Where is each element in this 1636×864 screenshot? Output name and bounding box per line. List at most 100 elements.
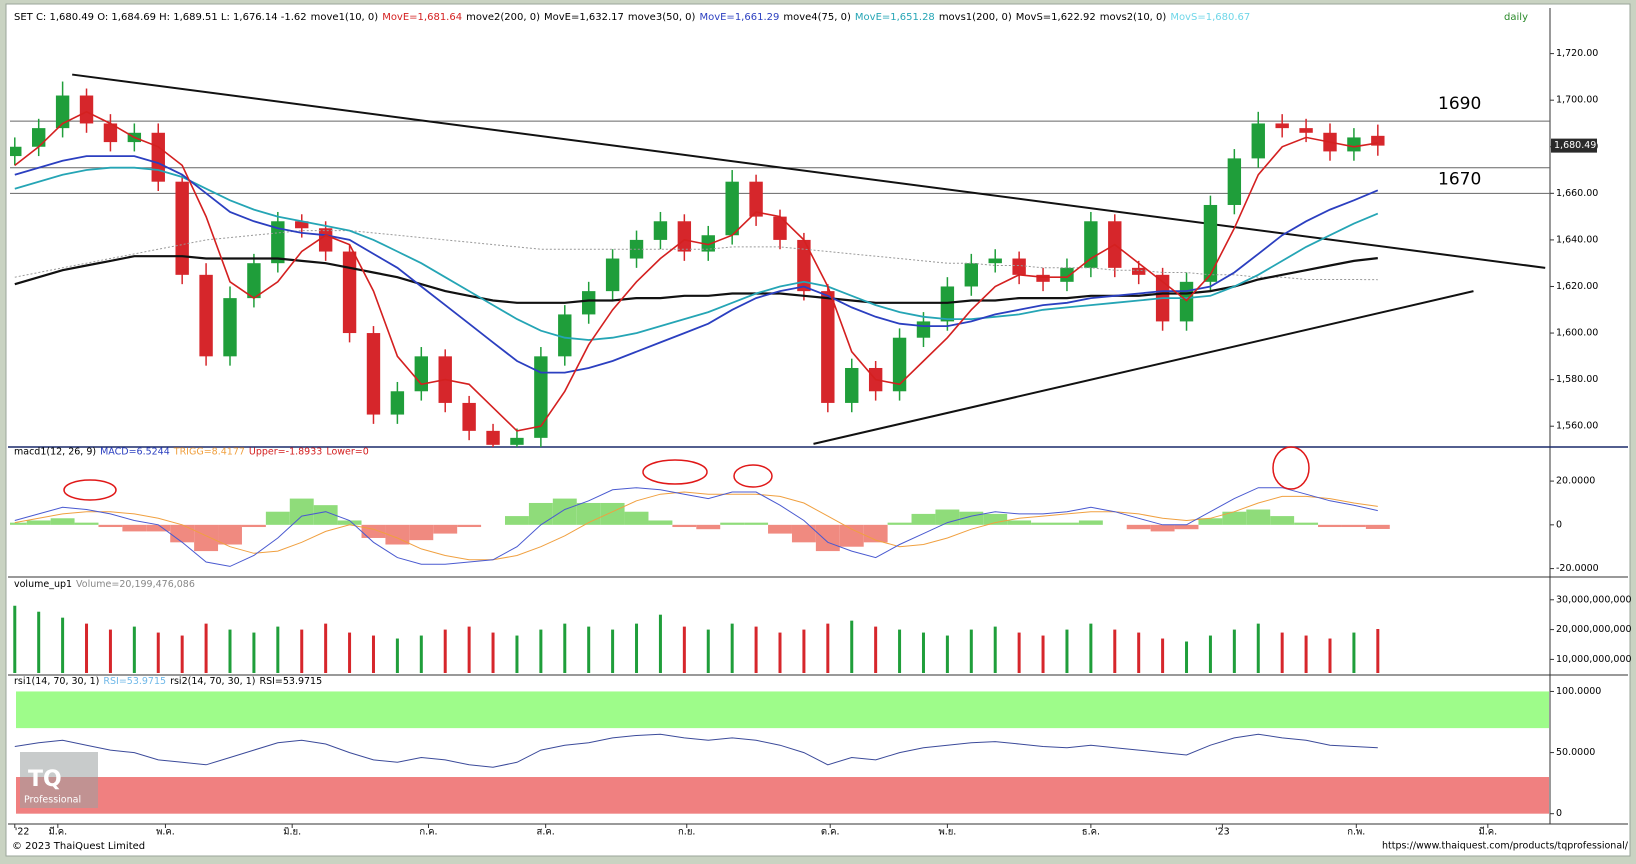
macd-histogram-bar: [1150, 524, 1175, 532]
candle-body: [821, 291, 835, 403]
volume-bar: [467, 626, 471, 673]
volume-bar: [1280, 632, 1284, 673]
x-tick-label: มิ.ย.: [283, 827, 301, 838]
rsi-band: [16, 691, 1549, 729]
x-tick-label: '22: [15, 827, 30, 838]
macd-histogram-bar: [1078, 520, 1103, 525]
volume-bar: [348, 632, 352, 673]
volume-bar: [419, 635, 423, 673]
macd-histogram-bar: [768, 524, 792, 534]
volume-bar: [611, 629, 615, 673]
macd-histogram-bar: [74, 522, 99, 525]
macd-histogram-bar: [648, 520, 673, 525]
macd-histogram-bar: [983, 513, 1008, 525]
moving-average: [14, 255, 1378, 304]
header-legend: SET C: 1,680.49 O: 1,684.69 H: 1,689.51 …: [14, 12, 1250, 23]
indicator-entry: Volume=20,199,476,086: [76, 579, 195, 590]
volume-bar: [945, 635, 949, 673]
x-tick-label: ธ.ค.: [1082, 827, 1100, 838]
volume-bar: [85, 623, 89, 673]
macd-histogram-bar: [744, 522, 769, 525]
candle-body: [1251, 123, 1265, 159]
candle-body: [318, 228, 333, 252]
legend-entry: MovE=1,681.64: [382, 12, 462, 23]
moving-average: [14, 155, 1379, 374]
highlight-circle: [1272, 446, 1310, 490]
candle-body: [486, 430, 500, 445]
macd-histogram-bar: [1365, 524, 1390, 529]
macd-histogram-bar: [887, 522, 912, 525]
candle-body: [1227, 158, 1242, 205]
panel-rsi: [14, 691, 1549, 814]
volume-bar: [61, 617, 65, 673]
macd-histogram-bar: [720, 522, 745, 525]
x-tick-label: ส.ค.: [537, 827, 555, 838]
legend-entry: move4(75, 0): [783, 12, 851, 23]
volume-bar: [395, 638, 399, 673]
candle-body: [1203, 204, 1218, 282]
volume-bar: [276, 626, 280, 673]
volume-bar: [1089, 623, 1093, 673]
macd-histogram-bar: [1198, 518, 1223, 525]
highlight-circle: [733, 464, 773, 488]
x-tick-label: ก.พ.: [1347, 827, 1365, 838]
trendline: [813, 290, 1474, 445]
macd-line: [14, 491, 1378, 561]
indicator-entry: RSI=53.9715: [103, 676, 166, 687]
macd-histogram-bar: [122, 524, 147, 532]
candle-body: [247, 263, 261, 299]
macd-histogram-bar: [265, 511, 290, 525]
volume-bar: [228, 629, 232, 673]
macd-histogram-bar: [361, 524, 386, 538]
volume-bar: [1232, 629, 1236, 673]
x-tick-label: มี.ค.: [48, 826, 67, 838]
macd-histogram-bar: [218, 524, 242, 545]
candle-body: [271, 221, 285, 264]
indicator-entry: macd1(12, 26, 9): [14, 446, 96, 457]
volume-bar: [1137, 632, 1141, 673]
volume-bar: [969, 629, 973, 673]
level-annotation: 1670: [1438, 170, 1481, 190]
candle-body: [677, 221, 692, 252]
volume-bar: [874, 626, 878, 673]
volume-bar: [1376, 628, 1380, 673]
volume-bar: [635, 623, 639, 673]
macd-histogram-bar: [1294, 522, 1319, 525]
volume-bar: [898, 629, 902, 673]
y-tick-label: -20.0000: [1556, 563, 1599, 574]
candle-body: [151, 132, 165, 182]
legend-entry: MovE=1,661.29: [699, 12, 779, 23]
indicator-entry: TRIGG=8.4177: [173, 446, 245, 457]
indicator-entry: Lower=0: [326, 446, 368, 457]
y-tick-label: 1,720.00: [1556, 48, 1598, 59]
macd-histogram-bar: [10, 522, 27, 525]
y-tick-label: 1,560.00: [1556, 421, 1598, 432]
macd-histogram-bar: [911, 513, 936, 525]
candle-body: [342, 251, 357, 334]
candle-body: [773, 216, 787, 240]
candle-body: [390, 391, 405, 415]
candle-body: [749, 181, 763, 217]
y-tick-label: 50.0000: [1556, 747, 1595, 758]
y-tick-label: 1,600.00: [1556, 328, 1598, 339]
indicator-entry: Upper=-1.8933: [249, 446, 322, 457]
candle-body: [414, 356, 428, 392]
volume-bar: [1256, 623, 1260, 673]
volume-bar: [658, 614, 662, 673]
volume-bar: [491, 632, 495, 673]
candle-body: [1084, 221, 1098, 268]
macd-histogram-bar: [576, 502, 601, 525]
candle-body: [175, 181, 189, 275]
candle-body: [1179, 281, 1194, 322]
candle-body: [10, 146, 22, 157]
candle-body: [1012, 258, 1026, 275]
candle-body: [605, 258, 620, 292]
macd-histogram-bar: [600, 502, 625, 525]
y-tick-label: 1,580.00: [1556, 374, 1598, 385]
macd-histogram-bar: [385, 524, 410, 545]
candle-body: [1132, 267, 1146, 275]
volume-bar: [156, 632, 160, 673]
volume-bar: [252, 632, 256, 673]
moving-average: [14, 110, 1378, 432]
macd-histogram-bar: [289, 498, 314, 525]
